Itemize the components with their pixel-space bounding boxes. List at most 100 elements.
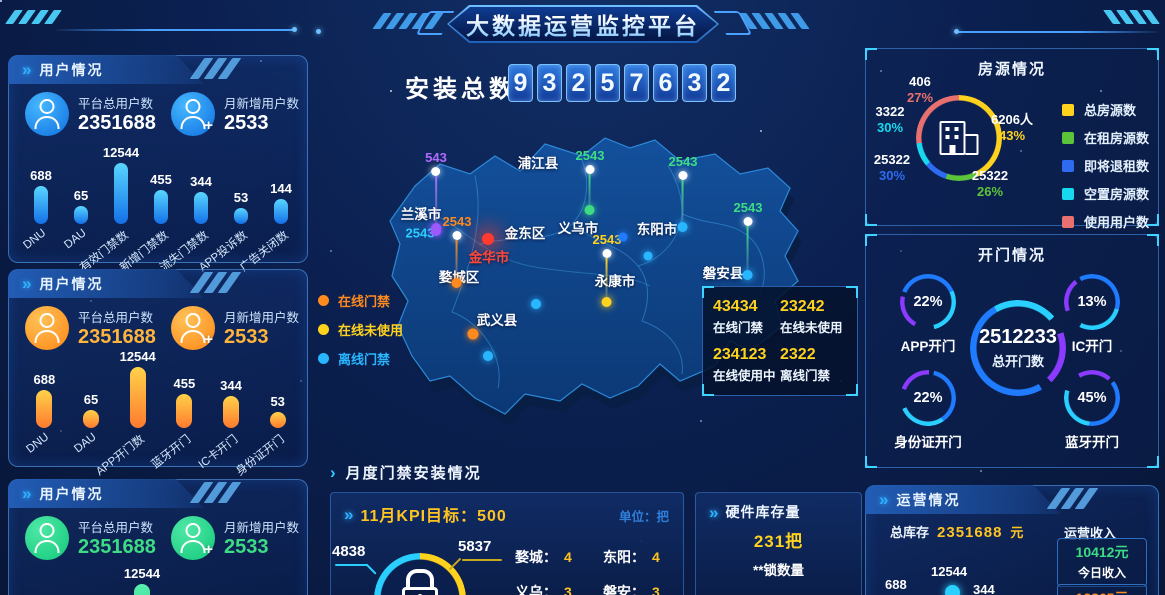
page-title: 大数据运营监控平台 (466, 7, 700, 41)
deco-line-right (958, 31, 1158, 33)
map-region-label: 永康市 (594, 274, 636, 289)
legend-item[interactable]: 在租房源数 (1062, 128, 1149, 147)
stat-label: 平台总用户数 (78, 97, 154, 111)
pin-value: 543 (425, 150, 447, 165)
bar (223, 396, 240, 428)
bar-category: DAU (61, 227, 89, 252)
stat-value: 2533 (223, 536, 269, 558)
legend-item[interactable]: 在线门禁 (318, 291, 403, 310)
door-gauge: 22% 身份证开门 (894, 365, 962, 450)
double-chevron-icon: » (22, 484, 32, 503)
pin-value: 2543 (442, 214, 472, 229)
housing-callout: 25322 30% (868, 152, 916, 185)
chevron-right-icon: › (330, 462, 336, 482)
door-stat-label: 在线使用中 (713, 369, 776, 383)
legend-dot (318, 295, 329, 306)
legend-label: 总房源数 (1084, 103, 1137, 118)
map-region-label: 金东区 (504, 226, 546, 241)
map-region-label: 金华市 (468, 250, 510, 265)
pin-dot (601, 297, 612, 307)
callout-line (462, 559, 502, 561)
income-label: 运营收入 (1064, 526, 1117, 541)
stat-row: 平台总用户数 2351688 + 月新增用户数 2533 (25, 92, 299, 136)
legend-swatch (1062, 159, 1074, 172)
stat-value: 2533 (223, 112, 269, 134)
housing-callout: 25322 26% (966, 168, 1014, 201)
users-panel-green: » 用户情况 平台总用户数 2351688 + 月新增用户数 2533 12544 (8, 479, 308, 595)
header-stripes (189, 58, 242, 79)
install-digit: 3 (537, 64, 562, 102)
panel-header: » 用户情况 (8, 269, 204, 298)
stat-label: 平台总用户数 (78, 521, 154, 535)
legend-swatch (1062, 215, 1074, 228)
bar-group: 12544 (67, 566, 217, 595)
panel-title: 用户情况 (39, 275, 104, 292)
bar-chart: 12544 (67, 566, 217, 595)
install-digit: 9 (508, 64, 533, 102)
bar-value: 12544 (102, 145, 140, 160)
title-ticks-right (738, 13, 810, 29)
inventory-header: » 硬件库存量 (709, 502, 800, 522)
legend-item[interactable]: 即将退租数 (1062, 156, 1149, 175)
inventory-label: **锁数量 (752, 563, 804, 578)
install-digit: 2 (566, 64, 591, 102)
door-gauge: 45% 蓝牙开门 (1053, 359, 1131, 450)
callout-pct: 30% (878, 168, 906, 184)
double-chevron-icon: » (709, 502, 719, 522)
bar-chart: 688 DNU 65 DAU 12544 APP开门数 455 蓝牙开门 344 IC卡开门 53 身… (21, 349, 301, 478)
bar-category: 身份证开门 (234, 433, 287, 479)
stat-label: 月新增用户数 (223, 97, 299, 111)
door-stat-value: 234123 (713, 346, 767, 363)
map-dot (618, 232, 628, 242)
gauge-label: 蓝牙开门 (1065, 435, 1119, 450)
users-panel-blue: » 用户情况 平台总用户数 2351688 + 月新增用户数 2533 688 DNU 65 D… (8, 55, 308, 274)
map-value-label: 2543 (405, 225, 435, 241)
bar (114, 163, 128, 224)
legend-item[interactable]: 在线未使用 (318, 320, 403, 339)
bar (194, 192, 208, 224)
bar-value: 455 (150, 172, 172, 187)
bar-category: DNU (21, 227, 49, 252)
map-region-label: 婺城区 (438, 270, 480, 285)
inventory-value: 321把 (696, 591, 861, 595)
legend-item[interactable]: 空置房源数 (1062, 184, 1149, 203)
lock-icon (402, 569, 438, 595)
stat-text: 月新增用户数 2533 (224, 517, 299, 559)
map-region-label: 武义县 (476, 313, 518, 328)
legend-item[interactable]: 使用用户数 (1062, 212, 1149, 231)
user-stat: + 月新增用户数 2533 (170, 92, 299, 136)
city-label: 东阳： (603, 549, 645, 565)
callout-value: 6206人 (991, 112, 1033, 127)
gauge-percent: 45% (1077, 390, 1107, 406)
kpi-city-list: 婺城： 4 东阳： 4 义乌： 3 磐安： 3 (515, 547, 673, 595)
total-open-label: 总开门数 (991, 354, 1044, 369)
title-plate: 大数据运营监控平台 (449, 7, 717, 41)
callout-value: 406 (909, 74, 931, 89)
legend-dot (318, 324, 329, 335)
user-stat: 平台总用户数 2351688 (25, 92, 156, 136)
legend-item[interactable]: 总房源数 (1062, 100, 1149, 119)
user-icon (25, 92, 69, 136)
kpi-value: 500 (477, 508, 507, 525)
install-digit: 7 (624, 64, 649, 102)
bar-group: 12544 有效门禁数 (78, 145, 141, 274)
legend-label: 在租房源数 (1084, 131, 1150, 146)
pin-dot (451, 278, 462, 288)
door-stat-label: 离线门禁 (780, 369, 831, 383)
housing-legend: 总房源数在租房源数即将退租数空置房源数使用用户数 (1062, 100, 1149, 231)
stat-text: 平台总用户数 2351688 (78, 93, 156, 135)
bar-value: 53 (270, 394, 285, 409)
jinhua-map (389, 137, 802, 425)
inventory-items: 231把 **锁数量 321把 (696, 527, 861, 595)
map-dot (531, 299, 541, 309)
stock-label: 总库存 (890, 525, 930, 540)
city-label: 磐安： (603, 584, 645, 595)
legend-item[interactable]: 离线门禁 (318, 349, 403, 368)
legend-label: 即将退租数 (1084, 159, 1150, 174)
mini-bar-value: 688 (885, 577, 907, 592)
bar-value: 65 (83, 392, 99, 407)
map-region-label: 兰溪市 (400, 207, 442, 222)
stat-value: 2351688 (78, 326, 156, 348)
bar-category: DNU (24, 431, 52, 456)
